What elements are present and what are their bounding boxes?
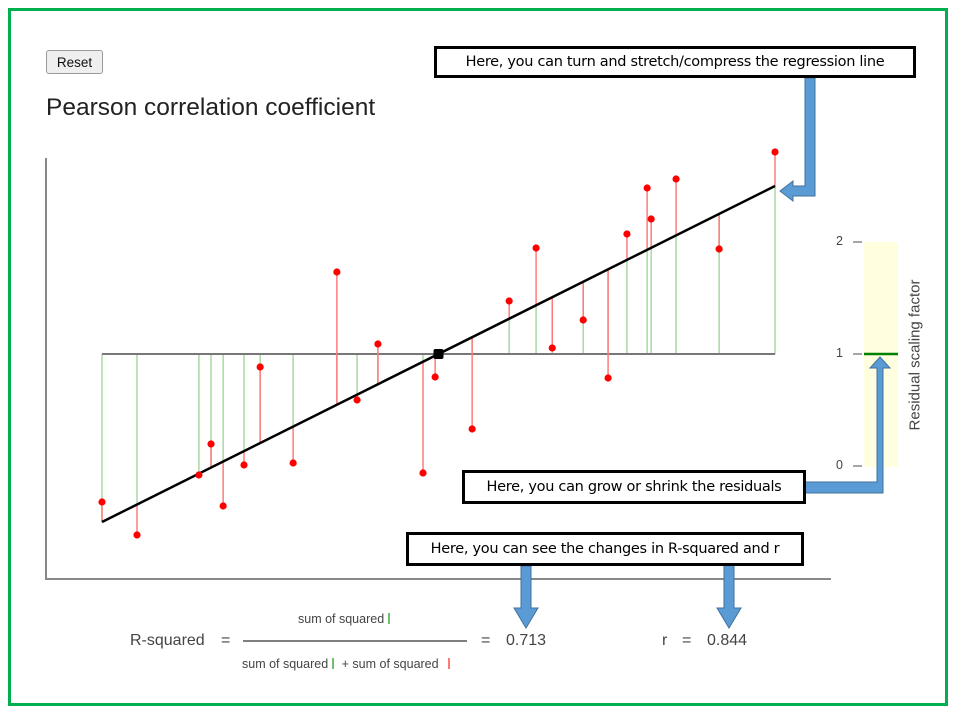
slider-tick-label-0: 0: [836, 458, 843, 472]
data-point-4[interactable]: [219, 502, 227, 510]
data-point-19[interactable]: [623, 230, 631, 238]
numerator-text: sum of squared: [298, 612, 385, 626]
equals-sign-2: =: [481, 632, 491, 649]
page-frame: [8, 8, 948, 706]
data-point-16[interactable]: [548, 344, 556, 352]
data-point-22[interactable]: [672, 175, 680, 183]
centroid-handle[interactable]: [433, 349, 444, 359]
page-title: Pearson correlation coefficient: [46, 94, 376, 121]
callout-metrics-text: Here, you can see the changes in R-squar…: [430, 541, 780, 557]
data-point-11[interactable]: [419, 469, 427, 477]
reset-button[interactable]: Reset: [46, 50, 103, 74]
data-point-7[interactable]: [289, 459, 297, 467]
data-point-5[interactable]: [240, 461, 248, 469]
data-point-10[interactable]: [374, 340, 382, 348]
data-point-8[interactable]: [333, 268, 341, 276]
data-point-23[interactable]: [715, 245, 723, 253]
arrow-to-regression-line: [779, 77, 816, 203]
data-point-20[interactable]: [643, 184, 651, 192]
data-point-14[interactable]: [505, 297, 513, 305]
denominator-text-b: + sum of squared: [341, 657, 439, 671]
numerator: sum of squared: [298, 612, 391, 626]
callout-residuals-text: Here, you can grow or shrink the residua…: [486, 479, 782, 495]
callout-regression-text: Here, you can turn and stretch/compress …: [465, 54, 885, 70]
data-point-17[interactable]: [579, 316, 587, 324]
slider-tick-label-1: 1: [836, 346, 843, 360]
data-point-9[interactable]: [353, 396, 361, 404]
data-point-2[interactable]: [195, 471, 203, 479]
data-point-18[interactable]: [604, 374, 612, 382]
equals-sign-3: =: [682, 632, 692, 649]
green-residual-icon: [388, 613, 391, 624]
data-point-1[interactable]: [133, 531, 141, 539]
r-label: r: [662, 632, 668, 649]
equals-sign-1: =: [221, 632, 231, 649]
data-point-12[interactable]: [431, 373, 439, 381]
red-residual-icon: [447, 658, 450, 669]
denominator-text-a: sum of squared: [242, 657, 329, 671]
green-residual-icon: [332, 658, 335, 669]
unexplained-residuals: [101, 152, 776, 535]
data-point-0[interactable]: [98, 498, 106, 506]
data-point-6[interactable]: [256, 363, 264, 371]
callout-metrics: Here, you can see the changes in R-squar…: [406, 532, 804, 566]
denominator: sum of squared + sum of squared: [242, 657, 450, 671]
r-squared-value: 0.713: [506, 632, 547, 649]
data-point-3[interactable]: [207, 440, 215, 448]
slider-tick-label-2: 2: [836, 234, 843, 248]
data-point-15[interactable]: [532, 244, 540, 252]
data-points[interactable]: [98, 148, 779, 539]
callout-residuals: Here, you can grow or shrink the residua…: [462, 470, 806, 504]
arrow-to-residual-slider: [804, 356, 892, 494]
r-squared-label: R-squared: [130, 632, 205, 649]
callout-regression-line: Here, you can turn and stretch/compress …: [434, 46, 916, 78]
r-value: 0.844: [707, 632, 748, 649]
data-point-24[interactable]: [771, 148, 779, 156]
arrow-to-r: [716, 562, 742, 629]
data-point-13[interactable]: [468, 425, 476, 433]
slider-axis-title: Residual scaling factor: [906, 279, 924, 431]
data-point-21[interactable]: [647, 215, 655, 223]
arrow-to-r-squared: [513, 565, 539, 629]
